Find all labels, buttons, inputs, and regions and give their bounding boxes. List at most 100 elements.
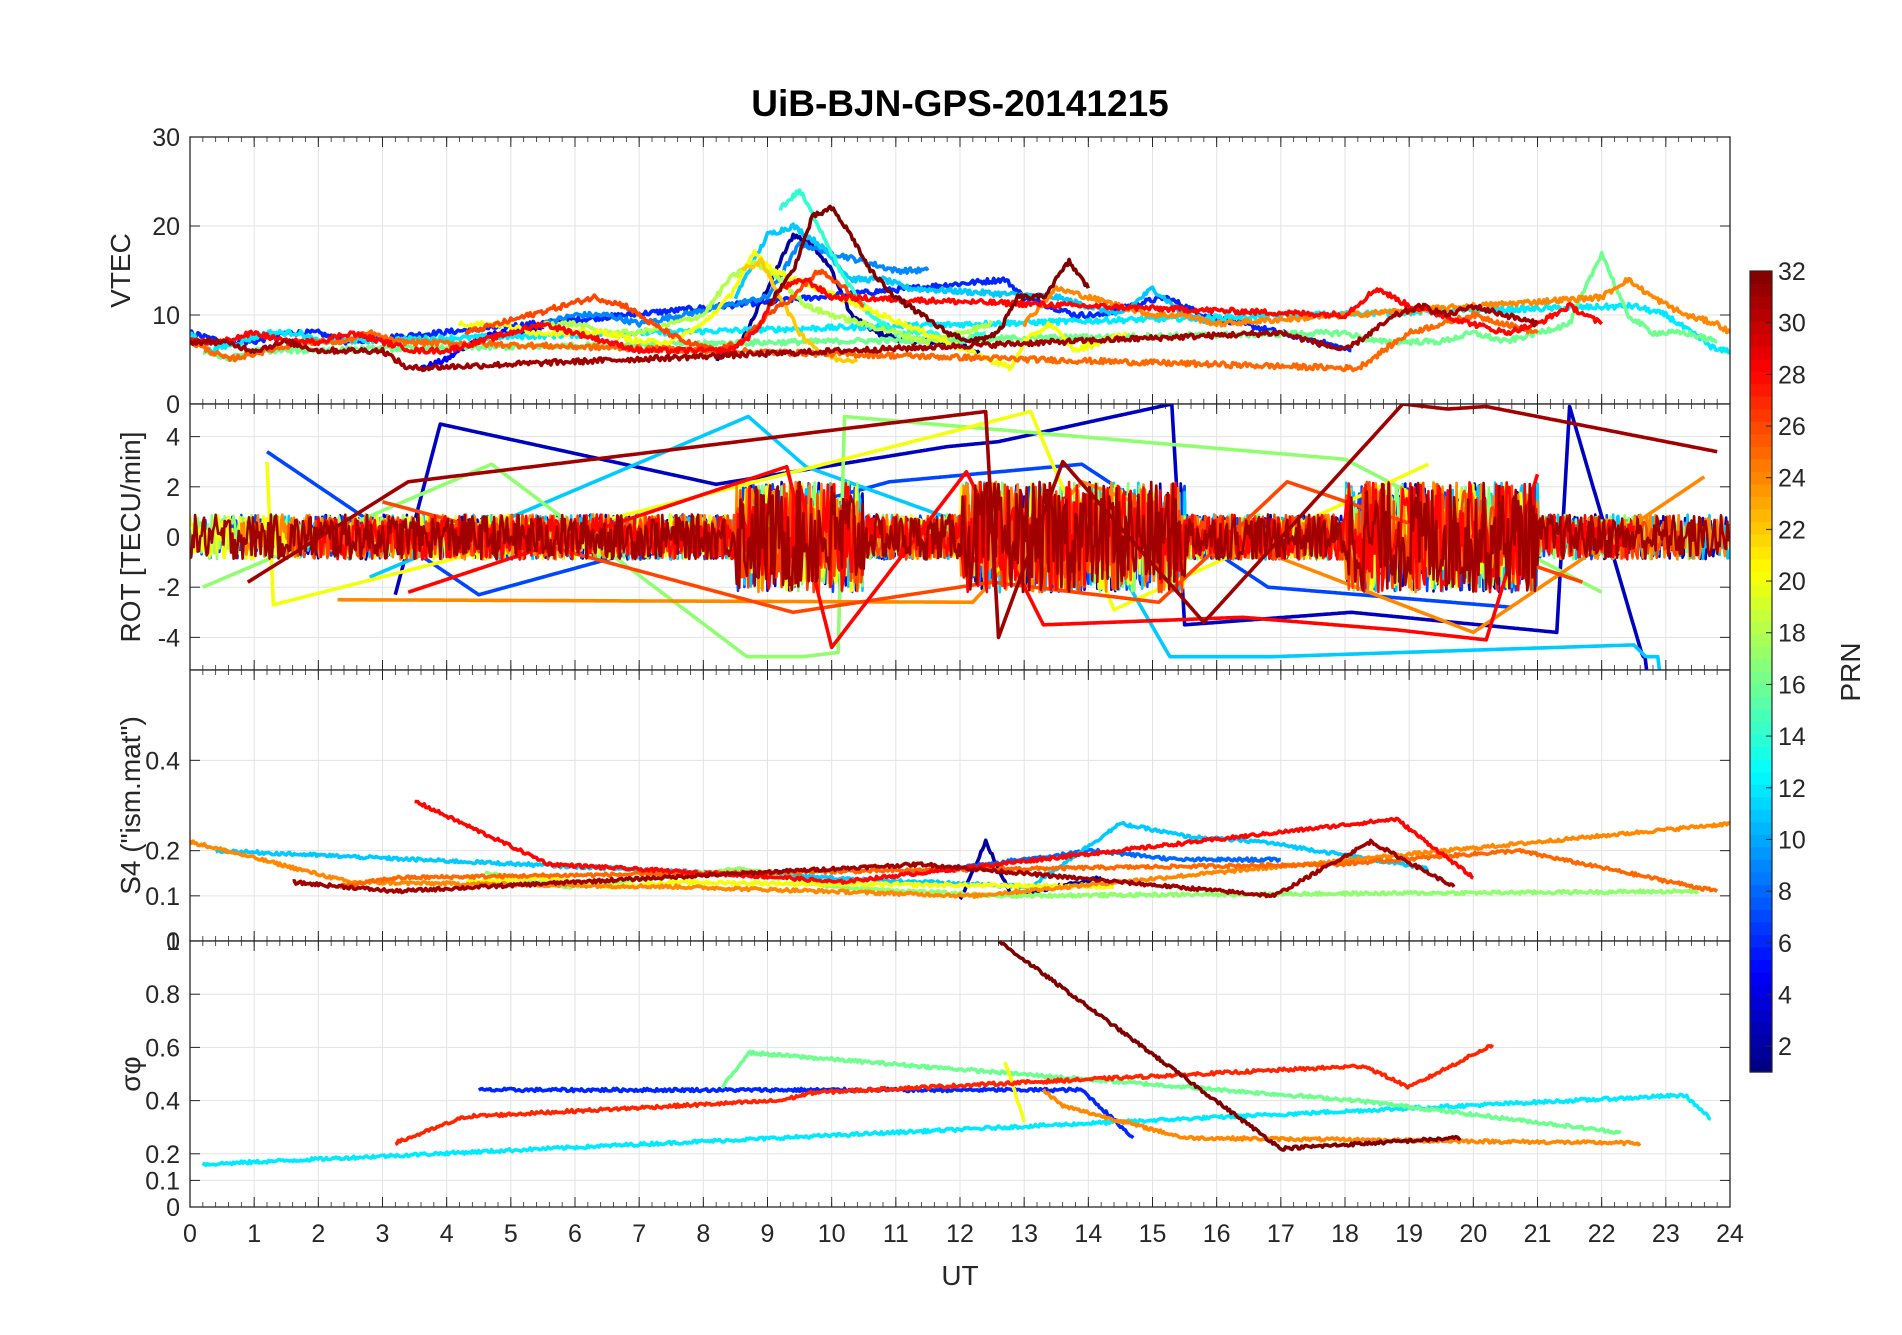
series-prn-32 xyxy=(766,204,1090,344)
y-tick-label: 0.4 xyxy=(145,1088,180,1116)
x-tick-label: 4 xyxy=(440,1220,454,1248)
y-tick-label: 0.2 xyxy=(145,838,180,866)
series-group-vtec xyxy=(190,188,1730,373)
series-prn-31-fluctuation xyxy=(190,480,1730,594)
x-tick-label: 2 xyxy=(311,1220,325,1248)
colorbar-tick-label: 6 xyxy=(1778,930,1792,958)
colorbar-swatch xyxy=(1750,696,1772,710)
y-tick-label: 10 xyxy=(152,302,180,330)
colorbar-swatch xyxy=(1750,1034,1772,1048)
chart-title: UiB-BJN-GPS-20141215 xyxy=(751,83,1168,124)
panel-vtec: 0 10 20 30 VTEC xyxy=(105,124,1731,419)
x-tick-label: 11 xyxy=(883,1220,909,1248)
y-axis-label-s4: S4 ("ism.mat") xyxy=(115,716,146,895)
series-prn-22 xyxy=(740,257,859,364)
colorbar-swatch xyxy=(1750,496,1772,510)
series-prn-28 xyxy=(190,277,1603,355)
colorbar-tick-label: 22 xyxy=(1778,516,1806,544)
colorbar-swatch xyxy=(1750,508,1772,522)
colorbar-swatch xyxy=(1750,709,1772,723)
colorbar-swatch xyxy=(1750,658,1772,673)
axes-box-sigma_phi xyxy=(189,940,1731,1208)
x-tick-label: 6 xyxy=(568,1220,582,1248)
series-prn-16 xyxy=(721,1049,1622,1135)
colorbar-swatch xyxy=(1750,884,1772,898)
colorbar-swatch xyxy=(1750,934,1772,948)
y-axis-label-vtec: VTEC xyxy=(105,233,136,308)
colorbar-tick-label: 14 xyxy=(1778,723,1806,751)
x-tick-label: 21 xyxy=(1524,1220,1552,1248)
colorbar-swatch xyxy=(1750,383,1772,397)
x-tick-label: 14 xyxy=(1074,1220,1102,1248)
colorbar-swatch xyxy=(1750,358,1772,372)
colorbar-tick-label: 10 xyxy=(1778,826,1806,854)
colorbar-swatch xyxy=(1750,1009,1772,1023)
colorbar-tick-label: 2 xyxy=(1778,1033,1792,1061)
x-tick-label: 0 xyxy=(183,1220,197,1248)
colorbar-swatch xyxy=(1750,896,1772,910)
colorbar-swatch xyxy=(1750,583,1772,598)
colorbar-swatch xyxy=(1750,784,1772,798)
colorbar-swatch xyxy=(1750,734,1772,748)
colorbar-swatch xyxy=(1750,296,1772,310)
x-tick-label: 7 xyxy=(632,1220,646,1248)
x-tick-label: 17 xyxy=(1267,1220,1295,1248)
colorbar-swatch xyxy=(1750,859,1772,873)
series-prn-32 xyxy=(997,941,1462,1152)
colorbar-label: PRN xyxy=(1835,642,1866,701)
series-prn-25 xyxy=(190,310,1539,373)
y-tick-label: 2 xyxy=(166,474,180,502)
y-tick-label: 0.4 xyxy=(145,747,180,775)
colorbar-swatch xyxy=(1750,721,1772,735)
panel-s4: 0 0.1 0.2 0.4S4 ("ism.mat") xyxy=(115,669,1731,956)
colorbar-swatch xyxy=(1750,521,1772,535)
colorbar-swatch xyxy=(1750,571,1772,585)
y-tick-label: 0.6 xyxy=(145,1034,180,1062)
colorbar-tick-label: 24 xyxy=(1778,465,1806,493)
colorbar-swatch xyxy=(1750,546,1772,560)
colorbar-swatch xyxy=(1750,446,1772,460)
x-axis-label: UT xyxy=(941,1260,978,1291)
colorbar-swatch xyxy=(1750,796,1772,810)
y-tick-label: 30 xyxy=(152,124,180,152)
y-tick-label: 0 xyxy=(166,391,180,419)
panel-rot: -4 -2 0 2 4 ROT [TECU/min] xyxy=(115,403,1731,671)
colorbar-tick-label: 4 xyxy=(1778,981,1792,1009)
colorbar-swatch xyxy=(1750,771,1772,785)
x-tick-label: 8 xyxy=(696,1220,710,1248)
colorbar-swatch xyxy=(1750,909,1772,923)
y-tick-label: 0 xyxy=(166,1194,180,1222)
colorbar-swatch xyxy=(1750,871,1772,885)
x-tick-label: 12 xyxy=(946,1220,974,1248)
y-tick-label: -2 xyxy=(158,574,180,602)
x-tick-label: 24 xyxy=(1716,1220,1744,1248)
colorbar-swatch xyxy=(1750,483,1772,497)
y-tick-label: -4 xyxy=(158,624,180,652)
colorbar-swatch xyxy=(1750,533,1772,547)
colorbar-swatch xyxy=(1750,408,1772,422)
x-tick-label: 15 xyxy=(1139,1220,1167,1248)
colorbar-tick-label: 20 xyxy=(1778,568,1806,596)
y-tick-label: 0.1 xyxy=(145,1167,180,1195)
colorbar-tick-label: 32 xyxy=(1778,258,1806,286)
colorbar-tick-label: 18 xyxy=(1778,620,1806,648)
x-tick-label: 23 xyxy=(1652,1220,1680,1248)
x-tick-label: 16 xyxy=(1203,1220,1231,1248)
colorbar-swatch xyxy=(1750,946,1772,960)
x-tick-label: 5 xyxy=(504,1220,518,1248)
series-group-s4 xyxy=(190,799,1730,901)
colorbar-swatch xyxy=(1750,921,1772,935)
series-prn-24 xyxy=(190,821,1730,899)
colorbar-swatch xyxy=(1750,996,1772,1011)
colorbar-swatch xyxy=(1750,558,1772,572)
colorbar-swatch xyxy=(1750,421,1772,435)
colorbar-swatch xyxy=(1750,433,1772,447)
colorbar-swatch xyxy=(1750,1046,1772,1061)
colorbar-swatch xyxy=(1750,371,1772,385)
colorbar-swatch xyxy=(1750,809,1772,823)
y-tick-label: 4 xyxy=(166,424,180,452)
colorbar-swatch xyxy=(1750,834,1772,848)
